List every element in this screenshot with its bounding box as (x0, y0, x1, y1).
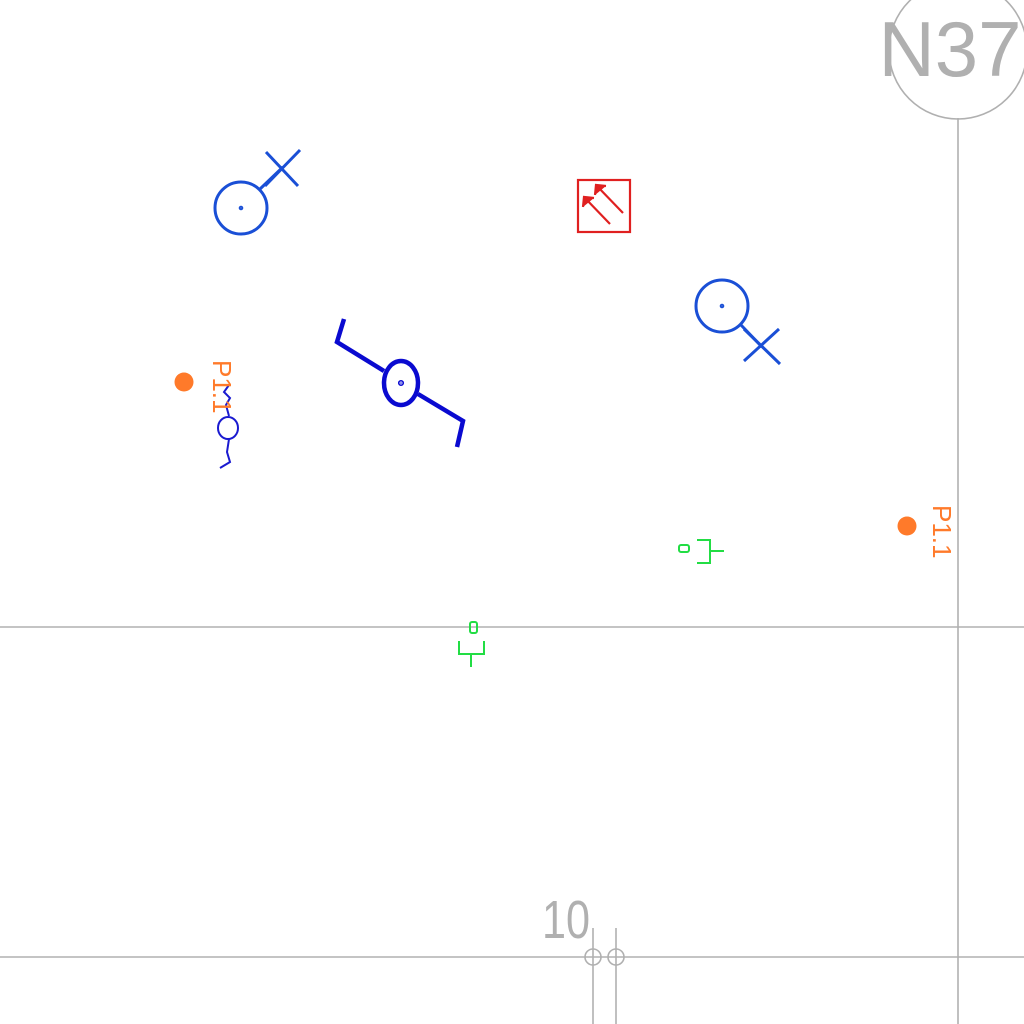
data-outlet-icon (678, 539, 724, 564)
fire-indicator-panel-icon (576, 178, 632, 234)
data-outlet-icon (458, 621, 485, 667)
grid-bubble-n37: N37 (878, 0, 1024, 120)
grid-bubble-circle (888, 0, 1024, 120)
grid-marker-circle-b (607, 948, 625, 966)
wall-light-icon (217, 384, 239, 469)
light-fixture-icon (694, 278, 782, 366)
light-fixture-icon (213, 148, 302, 236)
grid-marker-circle-a (584, 948, 602, 966)
pendant-light-icon (334, 318, 466, 448)
power-point-icon (174, 372, 194, 392)
power-point-icon (897, 516, 917, 536)
grid-lines (0, 118, 1024, 1024)
power-point-label-right: P1.1 (927, 505, 957, 559)
grid-label-column: N37 (878, 5, 1021, 93)
grid-label-row: 10 (542, 891, 590, 951)
power-point-label-left: P1.1 (207, 360, 237, 414)
